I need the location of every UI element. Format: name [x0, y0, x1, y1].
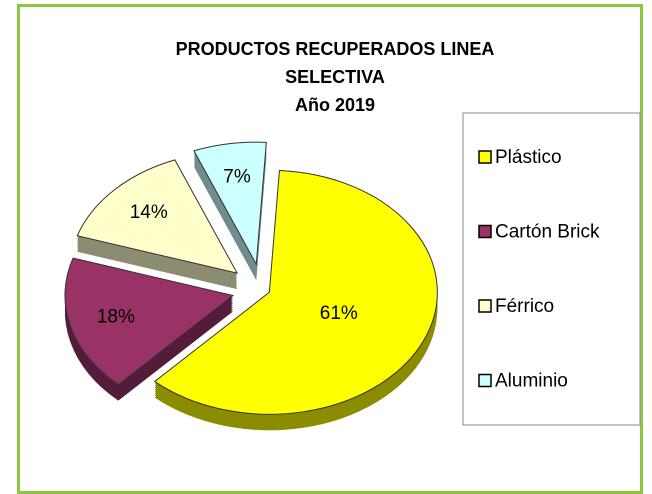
data-label: 61% [320, 303, 358, 324]
slice [153, 169, 438, 415]
legend-swatch [478, 373, 492, 388]
legend-box [462, 112, 641, 426]
legend-label: Aluminio [495, 371, 568, 392]
data-label: 18% [97, 307, 135, 328]
legend-swatch [478, 299, 492, 313]
data-label: 14% [130, 202, 168, 223]
data-label: 7% [223, 166, 251, 187]
legend-label: Cartón Brick [495, 222, 600, 243]
slice [64, 257, 235, 386]
chart-subtitle: Año 2019 [294, 95, 376, 115]
legend-label: Férrico [495, 296, 554, 317]
legend-swatch [478, 224, 492, 239]
slice [76, 159, 239, 274]
legend-label: Plástico [495, 147, 562, 168]
slice [193, 141, 267, 266]
chart-title: PRODUCTOS RECUPERADOS LINEA SELECTIVA [175, 39, 495, 87]
legend-swatch [478, 150, 492, 164]
